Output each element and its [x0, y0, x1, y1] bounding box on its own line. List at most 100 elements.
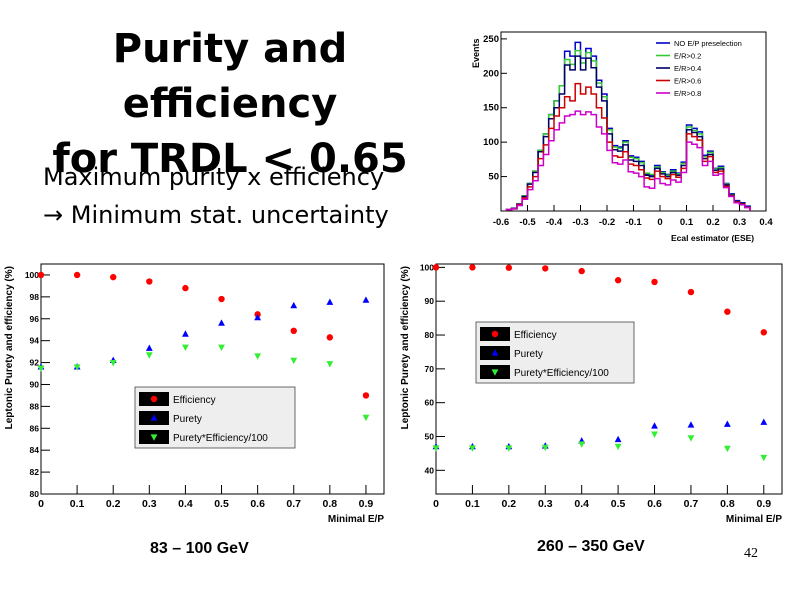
legend-marker [150, 414, 158, 421]
y-tick-label: 100 [420, 262, 434, 272]
legend-label: Purety*Efficiency/100 [173, 433, 268, 444]
scatter-chart-260-350: 0 0.1 0.2 0.3 0.4 0.5 0.6 0.7 0.8 0.9 40 50 60 70 80 90… [400, 262, 783, 525]
data-point [290, 327, 297, 335]
x-tick-label: 0.4 [574, 498, 589, 510]
series-efficiency [432, 264, 767, 336]
y-tick-label: 86 [30, 423, 40, 433]
data-point [182, 330, 189, 337]
y-tick-label: 150 [483, 103, 499, 114]
x-tick-label: -0.3 [572, 217, 588, 228]
y-tick-label: 60 [425, 398, 435, 408]
scatter-chart-83-100: 0 0.1 0.2 0.3 0.4 0.5 0.6 0.7 0.8 0.9 80 82 84 86 88 90… [4, 263, 385, 525]
y-tick-label: 70 [425, 364, 435, 374]
histogram-chart: -0.6 -0.5 -0.4 -0.3 -0.2 -0.1 0 0.1 0.2 0.3 0.4 50 1… [471, 31, 773, 243]
data-point [362, 392, 370, 399]
y-tick-label: 100 [25, 270, 39, 280]
data-point [469, 264, 476, 271]
data-point [614, 443, 622, 451]
legend-label: Purety [514, 349, 543, 360]
data-point [326, 334, 334, 341]
slide-title-line-1: Purity and efficiency [112, 26, 348, 127]
series-line-e-r-0-6 [505, 82, 751, 211]
legend-marker [491, 349, 499, 356]
data-point [73, 271, 81, 279]
x-tick-label: 0.6 [647, 498, 662, 510]
data-point [505, 264, 513, 271]
data-point [651, 431, 658, 438]
x-axis-label: Minimal E/P [328, 514, 384, 525]
legend-marker [150, 434, 158, 441]
data-point [37, 271, 45, 279]
data-point [218, 295, 225, 303]
data-point [37, 365, 45, 372]
y-tick-label: 82 [30, 467, 40, 477]
legend-marker [150, 395, 158, 403]
data-point [362, 414, 370, 422]
legend: Efficiency Purety Purety*Efficiency/100 [475, 321, 635, 384]
plot-frame [500, 31, 767, 212]
data-point [614, 435, 622, 443]
data-point [146, 278, 153, 285]
page-number: 42 [744, 546, 758, 561]
data-point [145, 344, 153, 351]
data-point [578, 267, 585, 275]
y-tick-label: 50 [488, 172, 499, 183]
data-point [432, 264, 440, 271]
legend-label: NO E/P preselection [674, 39, 742, 48]
data-point [109, 359, 117, 367]
bullet-minimum-uncertainty: → Minimum stat. uncertainty [43, 201, 389, 229]
y-axis-label: Leptonic Purety and efficiency (%) [4, 266, 15, 429]
x-tick-label: 0 [433, 498, 439, 510]
legend-label: Purety [173, 414, 202, 425]
x-axis-label: Minimal E/P [726, 514, 782, 525]
x-tick-label: 0.4 [759, 217, 773, 228]
y-axis-label: Leptonic Purety and efficiency (%) [400, 266, 411, 429]
data-point [432, 445, 440, 452]
data-point [542, 265, 549, 272]
bullet-maximum-purity: Maximum purity x efficiency [43, 163, 385, 191]
x-tick-label: -0.2 [599, 217, 615, 228]
caption-260-350: 260 – 350 GeV [537, 538, 645, 555]
legend-marker [491, 330, 499, 338]
y-tick-label: 92 [30, 358, 40, 368]
data-point [290, 301, 298, 309]
x-tick-label: 0.5 [214, 498, 229, 510]
legend-label: Efficiency [514, 330, 557, 341]
x-tick-label: 0.9 [359, 498, 374, 510]
y-tick-label: 80 [425, 330, 435, 340]
data-point [326, 361, 334, 368]
data-point [687, 421, 695, 428]
y-tick-label: 250 [483, 34, 499, 45]
series-line-e-r-0-8 [505, 110, 751, 211]
y-tick-label: 98 [30, 292, 40, 302]
data-point [723, 420, 731, 427]
caption-83-100: 83 – 100 GeV [150, 540, 249, 557]
x-tick-label: 0.1 [70, 498, 85, 510]
x-tick-label: 0 [657, 217, 662, 228]
data-point [505, 445, 513, 452]
series-purety-efficiency-100 [432, 431, 768, 462]
series-efficiency [37, 271, 370, 399]
x-tick-label: 0.8 [720, 498, 735, 510]
data-point [541, 444, 549, 452]
legend-label: Efficiency [173, 395, 216, 406]
data-point [110, 273, 117, 281]
x-tick-label: 0.6 [250, 498, 265, 510]
slide-title-line-2: for TRDL < 0.65 [52, 136, 408, 182]
plot-frame [40, 263, 385, 495]
x-tick-label: 0.7 [684, 498, 699, 510]
x-tick-label: 0.5 [611, 498, 626, 510]
data-point [651, 422, 658, 429]
data-point [326, 298, 334, 305]
x-tick-label: -0.5 [519, 217, 536, 228]
y-axis-label: Events [471, 38, 481, 68]
x-tick-label: 0.2 [106, 498, 121, 510]
data-point [760, 329, 767, 336]
data-point [73, 364, 81, 371]
x-tick-label: 0.1 [680, 217, 694, 228]
data-point [760, 418, 768, 425]
x-tick-label: 0.3 [538, 498, 553, 510]
data-point [723, 445, 731, 453]
legend-label: E/R>0.4 [674, 64, 701, 73]
legend-label: E/R>0.2 [674, 52, 701, 61]
